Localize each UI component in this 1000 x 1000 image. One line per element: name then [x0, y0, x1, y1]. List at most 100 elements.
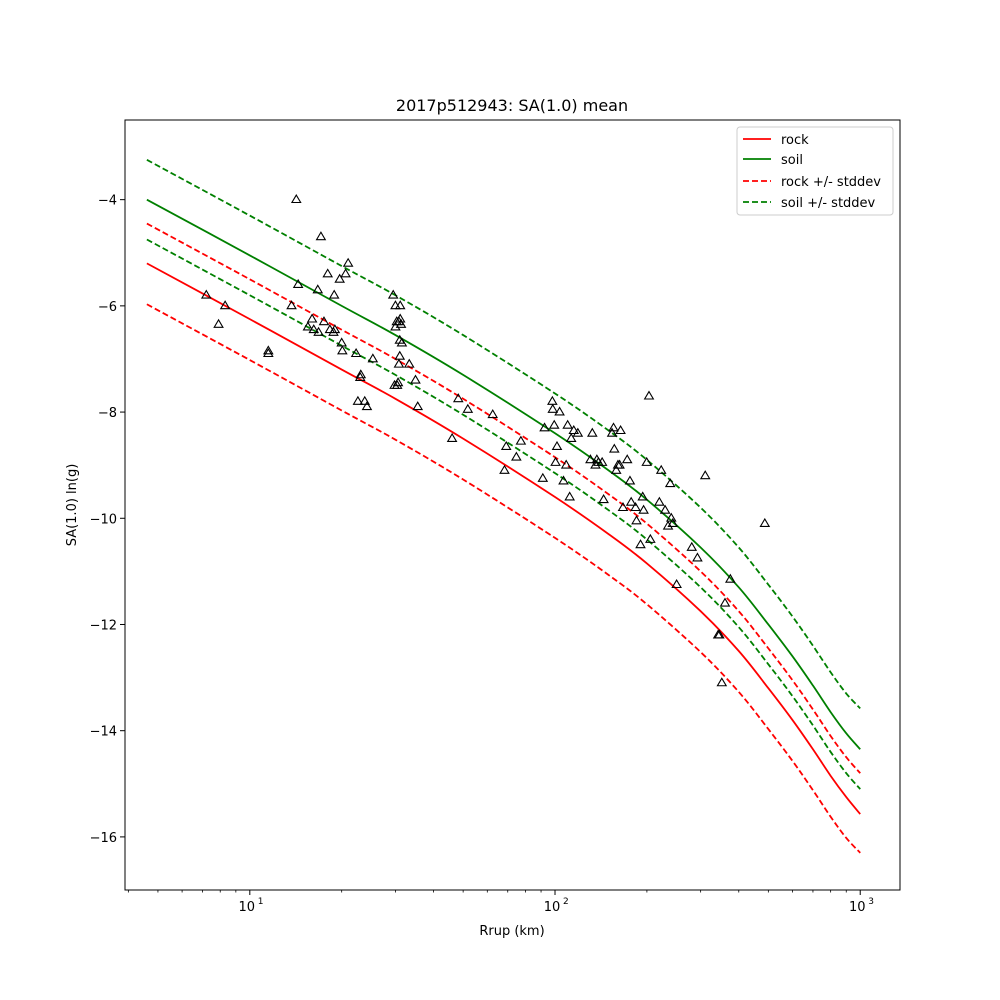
observation-point: [355, 369, 367, 379]
observation-point: [396, 337, 408, 347]
observation-point: [487, 409, 499, 419]
observation-point: [403, 358, 415, 368]
y-tick-label: −8: [98, 406, 117, 421]
rock-line: [146, 262, 861, 815]
legend-label-rock-stddev: rock +/- stddev: [781, 175, 881, 190]
series-layer: [146, 159, 861, 854]
observation-point: [350, 347, 362, 358]
observation-point: [724, 573, 736, 583]
soil-stddev-upper-line: [146, 159, 861, 710]
y-axis-label: SA(1.0) ln(g): [65, 464, 80, 547]
observation-point: [511, 451, 522, 461]
x-tick-label: 10: [544, 900, 561, 915]
legend-label-rock: rock: [781, 133, 809, 148]
observation-point: [662, 520, 674, 530]
observation-point: [645, 533, 656, 543]
observation-point: [394, 300, 406, 310]
ticks-layer: −16−14−12−10−8−6−410 1 10 2 10 3: [90, 194, 874, 915]
observation-point: [667, 517, 679, 527]
observation-point: [539, 422, 550, 432]
x-tick-exponent: 1: [258, 897, 264, 907]
observation-point: [410, 374, 421, 384]
x-tick-label: 10: [239, 900, 256, 915]
observation-point: [395, 318, 407, 328]
observation-point: [590, 459, 601, 469]
observation-point: [322, 268, 334, 278]
observation-point: [318, 316, 330, 326]
observation-point: [515, 435, 527, 445]
observations-scatter: [200, 193, 771, 687]
observation-point: [547, 395, 558, 405]
observation-point: [315, 231, 327, 241]
observation-point: [565, 432, 577, 443]
observation-point: [548, 419, 560, 429]
observation-point: [262, 347, 274, 358]
observation-point: [334, 273, 346, 283]
observation-point: [359, 395, 371, 405]
observation-point: [547, 403, 559, 413]
chart-title: 2017p512943: SA(1.0) mean: [396, 96, 628, 115]
observation-point: [262, 345, 274, 355]
observation-point: [462, 403, 474, 413]
observation-point: [219, 300, 231, 310]
legend-box: [736, 126, 894, 216]
plot-border: [124, 119, 901, 891]
observation-point: [630, 501, 641, 512]
x-axis-label: Rrup (km): [479, 924, 544, 939]
observation-point: [621, 454, 633, 464]
observation-point: [641, 456, 653, 466]
observation-point: [558, 475, 569, 485]
legend-label-soil: soil: [781, 153, 803, 168]
observation-point: [361, 401, 373, 411]
x-tick-label: 10: [849, 900, 866, 915]
observation-point: [759, 517, 771, 527]
observation-point: [302, 321, 314, 331]
observation-point: [560, 459, 572, 469]
observation-point: [635, 539, 646, 549]
y-tick-label: −10: [90, 512, 117, 527]
observation-point: [598, 494, 609, 504]
observation-point: [699, 470, 711, 480]
observation-point: [367, 353, 379, 363]
observation-point: [568, 424, 580, 435]
observation-point: [392, 377, 404, 387]
legend: rock soil rock +/- stddev soil +/- stdde…: [736, 126, 894, 216]
observation-point: [719, 597, 731, 607]
x-tick-exponent: 3: [868, 897, 874, 907]
observation-point: [337, 345, 348, 355]
y-tick-label: −14: [90, 725, 117, 740]
y-tick-label: −16: [90, 831, 117, 846]
observation-point: [631, 515, 642, 525]
observation-point: [354, 371, 366, 381]
observation-point: [393, 358, 405, 368]
rock-stddev-lower-line: [146, 303, 861, 854]
observation-point: [446, 432, 458, 443]
observation-point: [391, 379, 403, 389]
y-tick-label: −4: [98, 194, 117, 209]
observation-point: [286, 300, 297, 310]
observation-point: [352, 395, 364, 405]
observation-point: [606, 427, 618, 437]
x-tick-exponent: 2: [563, 897, 569, 907]
observation-point: [610, 464, 622, 474]
observation-point: [586, 427, 598, 437]
observation-point: [394, 350, 406, 360]
observation-point: [387, 289, 399, 299]
observation-point: [292, 278, 304, 289]
observation-point: [550, 456, 561, 466]
observation-point: [714, 629, 725, 639]
rock-stddev-upper-line: [146, 222, 861, 774]
plot-area: [125, 120, 900, 890]
observation-point: [537, 472, 549, 482]
observation-point: [336, 337, 348, 347]
observation-point: [312, 284, 324, 294]
observation-point: [638, 504, 649, 514]
observation-point: [625, 496, 637, 506]
observation-point: [342, 257, 354, 267]
observation-point: [200, 289, 212, 299]
observation-point: [564, 491, 576, 501]
observation-point: [562, 419, 573, 429]
observation-point: [643, 390, 655, 400]
